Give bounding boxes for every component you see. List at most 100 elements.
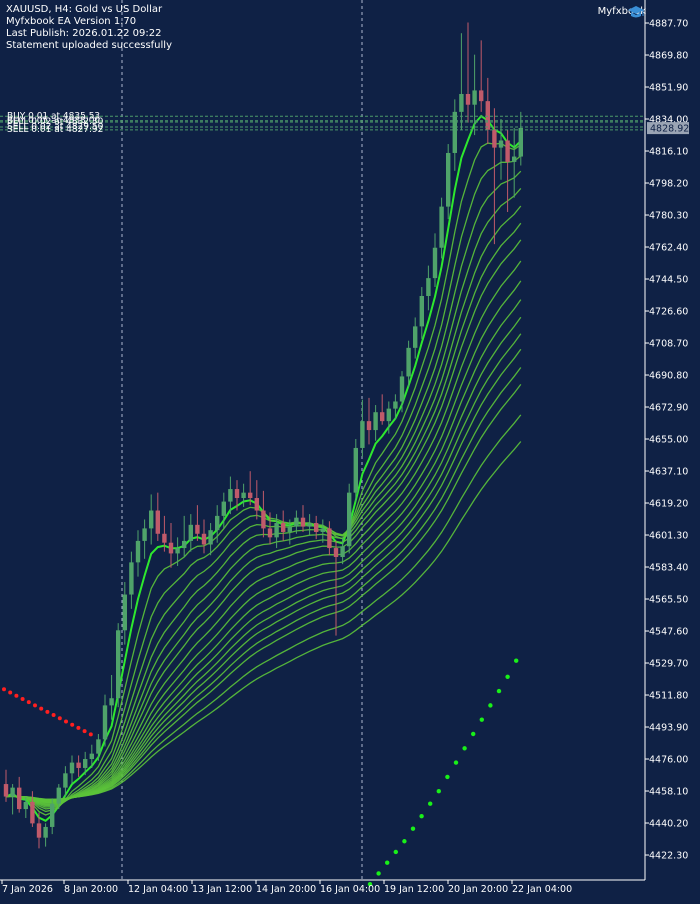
candle	[479, 40, 484, 112]
brand-name: Myfxbook	[597, 6, 646, 17]
trade-label: BUY 0.05 at 4833.00	[7, 116, 100, 126]
psar-dot-up	[462, 746, 467, 751]
candle	[432, 233, 438, 288]
candle	[360, 399, 365, 457]
candle	[182, 515, 187, 558]
candle	[281, 510, 286, 541]
x-tick-label: 13 Jan 12:00	[192, 884, 252, 895]
candle	[274, 514, 279, 549]
x-tick-label: 14 Jan 20:00	[256, 884, 316, 895]
candle	[406, 340, 411, 388]
ema-line-20	[5, 205, 522, 807]
psar-dot-down	[39, 706, 44, 711]
symbol-title: XAUUSD, H4: Gold vs US Dollar	[6, 4, 163, 15]
psar-dot-up	[410, 826, 416, 831]
y-tick-label: 4565.50	[649, 595, 688, 606]
candle-body	[116, 630, 121, 699]
candle-body	[360, 421, 365, 448]
candle	[347, 483, 352, 554]
candle-body	[518, 127, 523, 157]
candle-body	[373, 412, 378, 431]
candle-body	[102, 705, 108, 740]
candle	[63, 766, 68, 797]
candle-body	[452, 111, 457, 153]
candle-body	[129, 562, 134, 595]
candle-body	[23, 801, 28, 810]
psar-dot-up	[514, 658, 519, 663]
candle	[43, 823, 48, 847]
candle	[69, 755, 75, 785]
candle	[446, 144, 451, 220]
y-tick-label: 4726.60	[649, 307, 688, 318]
candle-body	[512, 156, 517, 162]
x-tick-label: 12 Jan 04:00	[128, 884, 188, 895]
psar-dot-down	[26, 700, 31, 705]
candle	[188, 514, 193, 552]
candle-body	[3, 784, 9, 797]
candle	[129, 551, 134, 609]
myfxbook-logo[interactable]: Myfxbook	[598, 6, 646, 17]
candle-body	[10, 787, 15, 797]
psar-dot-down	[70, 722, 75, 727]
candle	[234, 480, 240, 511]
candle	[399, 371, 405, 413]
candle	[505, 129, 510, 212]
candle	[307, 514, 312, 536]
candle-body	[96, 739, 101, 754]
candle-body	[248, 492, 253, 499]
candle-body	[109, 698, 114, 706]
candle	[89, 744, 94, 768]
candle	[439, 197, 444, 259]
candle-body	[498, 140, 504, 148]
candle	[122, 582, 127, 645]
candle	[314, 515, 319, 540]
y-tick-label: 4458.10	[649, 787, 688, 798]
candle-body	[426, 278, 431, 296]
candle	[419, 287, 424, 339]
candle	[142, 519, 147, 559]
psar-dot-down	[20, 696, 25, 701]
y-tick-label: 4601.30	[649, 531, 688, 542]
y-tick-label: 4816.10	[649, 147, 688, 158]
graduation-cap-icon	[628, 6, 644, 18]
candle-body	[188, 524, 193, 541]
candle	[254, 480, 259, 520]
candle	[327, 521, 332, 556]
candle	[102, 694, 108, 747]
y-tick-label: 4422.30	[649, 851, 688, 862]
candle-body	[261, 510, 266, 529]
psar-dot-down	[51, 713, 56, 718]
candle	[221, 492, 226, 529]
candle	[485, 77, 490, 145]
y-tick-label: 4672.90	[649, 403, 688, 414]
psar-dot-up	[453, 760, 459, 765]
candle	[96, 733, 101, 761]
candle-body	[492, 129, 497, 148]
candle-body	[307, 523, 312, 527]
psar-dot-down	[64, 719, 68, 724]
candle-body	[195, 524, 200, 534]
y-tick-label: 4708.70	[649, 339, 688, 350]
candle-body	[393, 401, 398, 409]
candle-body	[149, 510, 154, 529]
candle	[215, 505, 220, 543]
candle-body	[366, 421, 372, 431]
candle-body	[314, 523, 319, 532]
candle	[393, 394, 398, 420]
psar-dot-down	[88, 732, 93, 737]
y-tick-label: 4887.70	[649, 19, 688, 30]
candle-body	[380, 412, 385, 422]
ema-line-26	[5, 239, 522, 805]
candle	[498, 119, 504, 180]
candle-body	[399, 376, 405, 402]
candle	[248, 471, 253, 506]
candle	[155, 492, 160, 541]
axes: 4887.70 4869.80 4851.90 4834.00 4816.10 4798.…	[0, 0, 689, 895]
psar-dot-up	[479, 717, 484, 722]
candle	[413, 317, 418, 359]
candle	[294, 510, 299, 534]
candle	[109, 674, 114, 720]
